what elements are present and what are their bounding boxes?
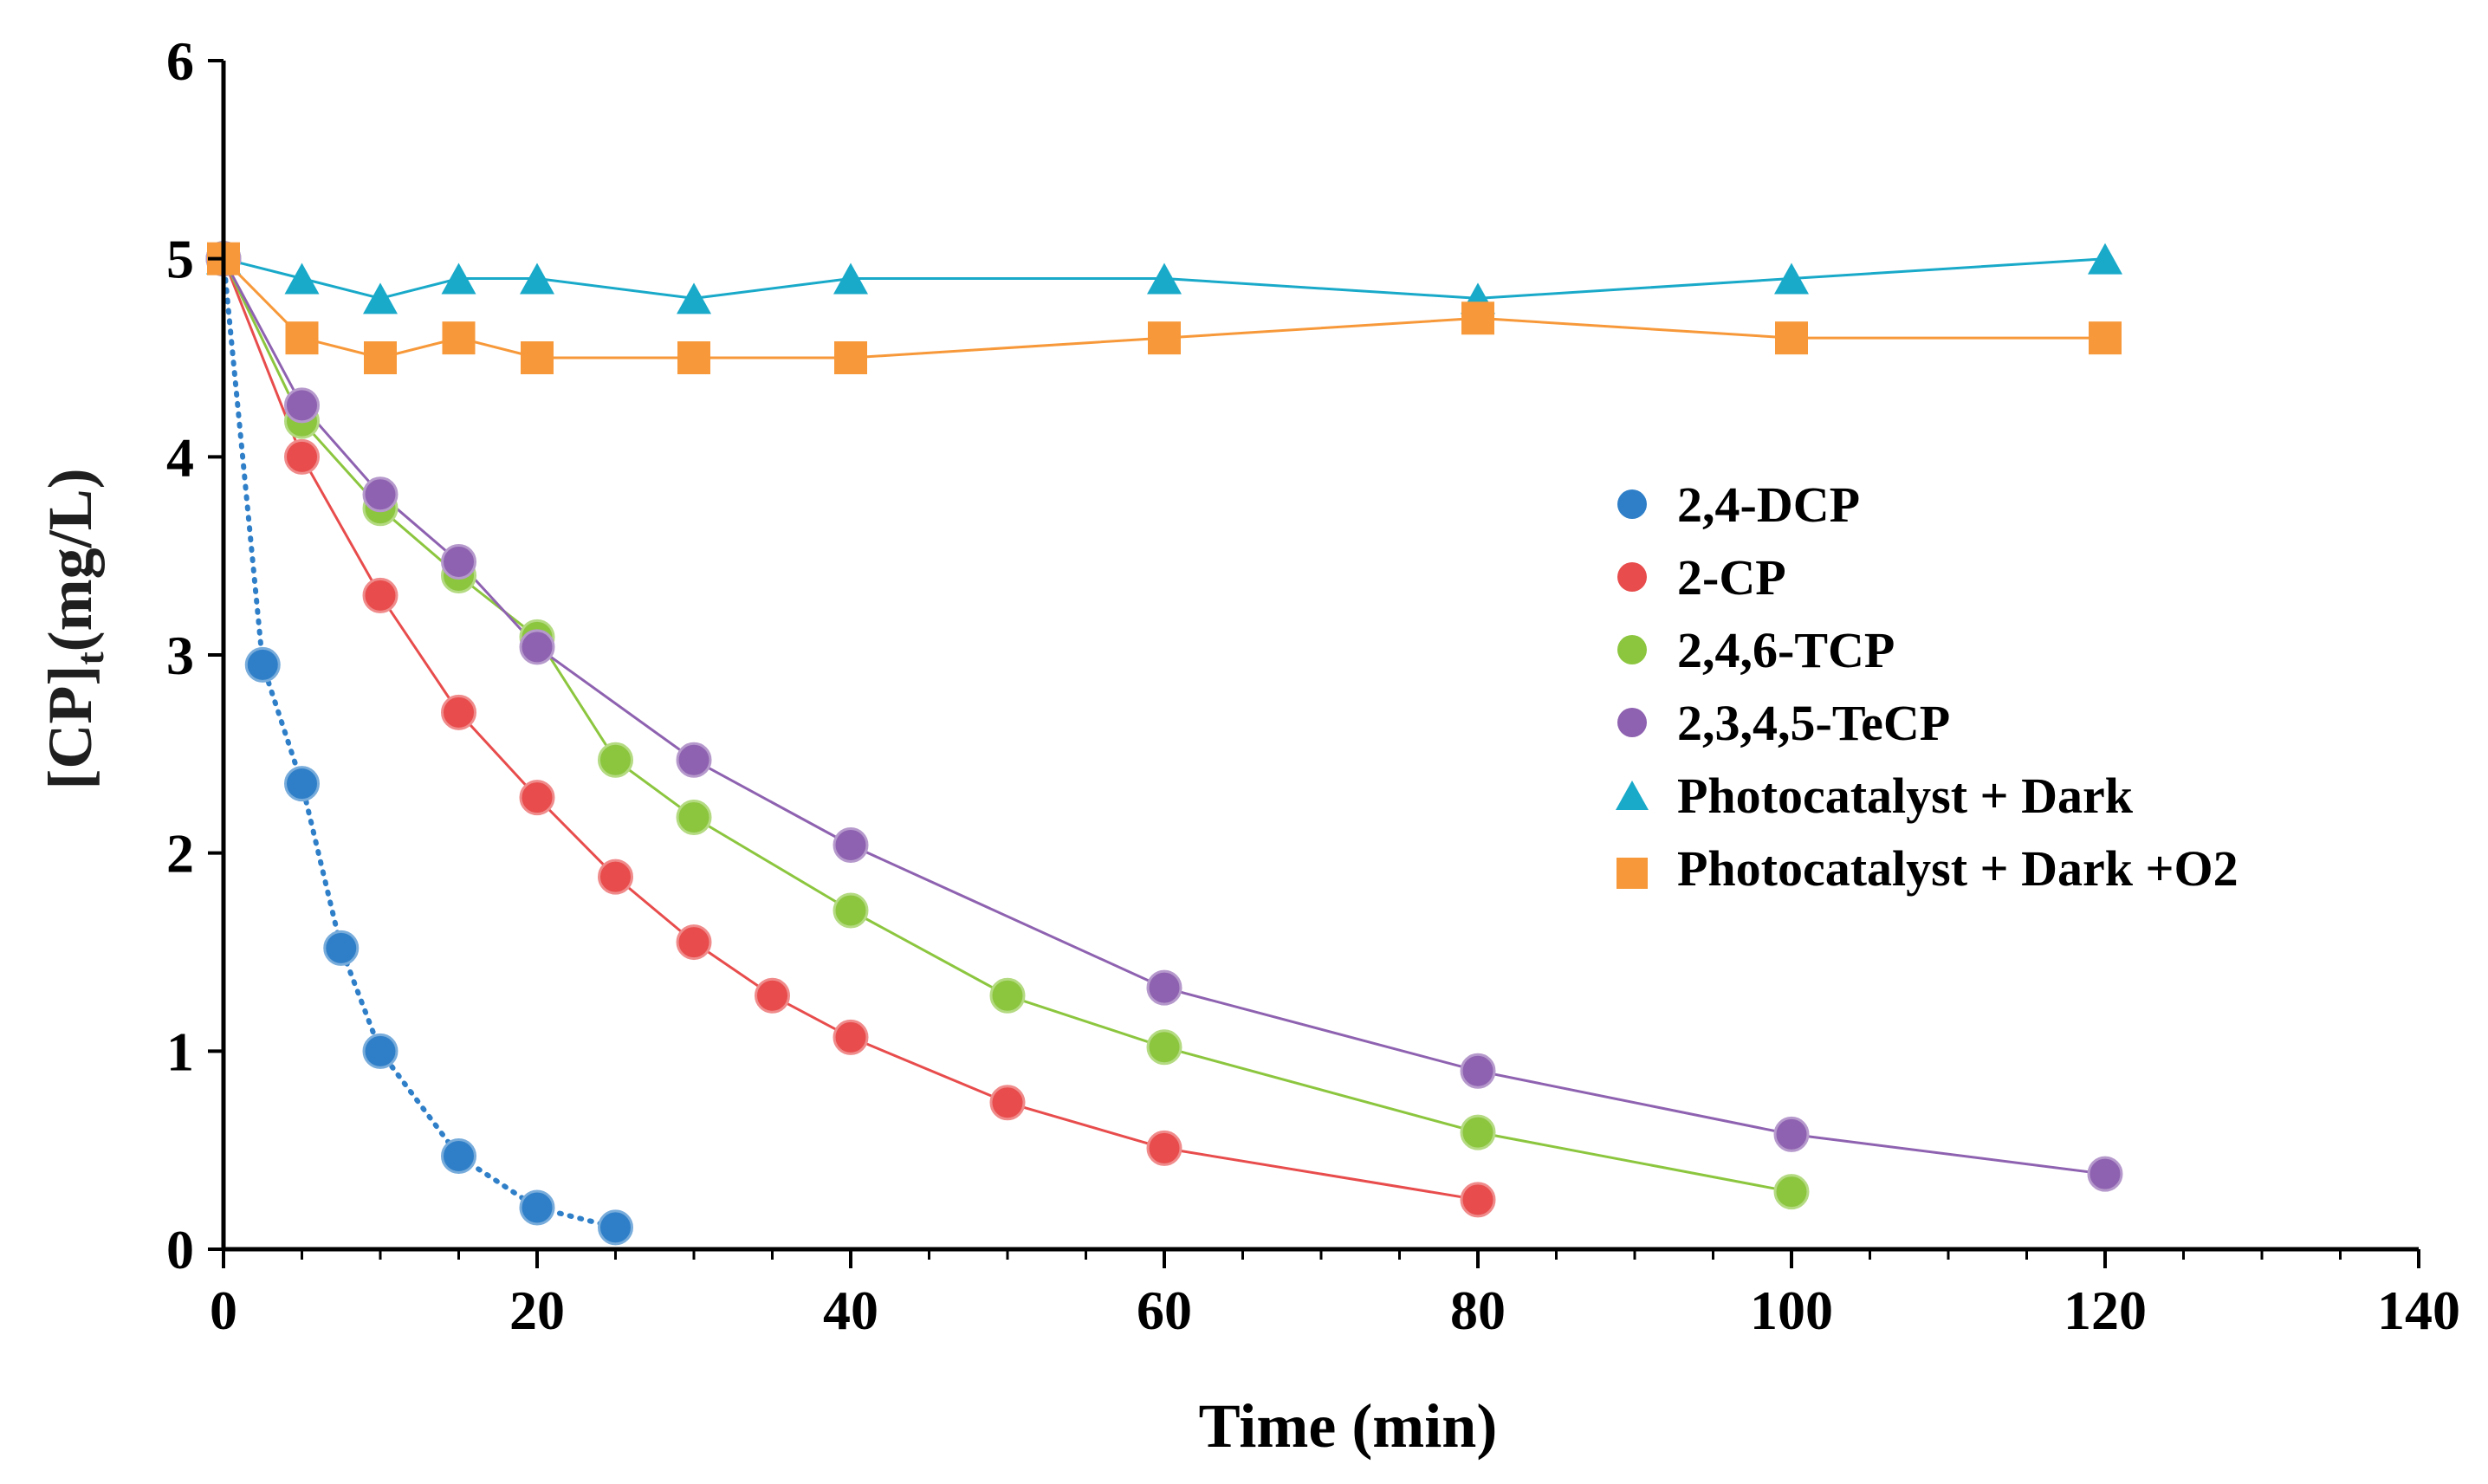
2-4-6-tcp-point (598, 742, 633, 778)
2-3-4-5-tecp-point (362, 476, 398, 513)
2-cp-point (989, 1085, 1026, 1121)
photocatalyst-dark-point (284, 262, 320, 295)
y-tick-label: 2 (166, 823, 194, 885)
x-tick-label: 120 (2064, 1280, 2147, 1341)
photocatalyst-dark-point (1774, 262, 1809, 295)
x-tick-label: 140 (2377, 1280, 2460, 1341)
2-cp-point (1146, 1130, 1182, 1166)
2-3-4-5-tecp-point (2087, 1156, 2123, 1192)
legend-marker (1617, 489, 1647, 519)
photocatalyst-dark-o2-point (677, 341, 710, 374)
photocatalyst-dark-o2-point (364, 341, 397, 374)
y-tick-label: 4 (166, 426, 194, 488)
legend-label: 2,3,4,5-TeCP (1677, 695, 1950, 751)
legend-marker (1617, 562, 1647, 592)
x-tick-label: 100 (1750, 1280, 1833, 1341)
photocatalyst-dark-o2-point (834, 341, 867, 374)
2-3-4-5-tecp-point (1773, 1116, 1810, 1152)
legend-item-2-cp: 2-CP (1617, 549, 1786, 606)
legend-label: 2,4,6-TCP (1677, 622, 1895, 678)
y-axis-title-subscript: t (68, 651, 112, 665)
2-4-dcp-point (284, 766, 320, 802)
2-cp-point (755, 977, 790, 1014)
photocatalyst-dark-point (520, 262, 554, 295)
legend-marker (1617, 635, 1647, 664)
photocatalyst-dark-point (677, 282, 711, 314)
photocatalyst-dark-point (1147, 262, 1182, 295)
data-markers (205, 241, 2123, 1246)
y-axis-title-main: [CP] (36, 665, 105, 790)
2-3-4-5-tecp-point (284, 387, 320, 424)
legend-item-2-4-6-tcp: 2,4,6-TCP (1617, 622, 1895, 678)
2-4-dcp-point (362, 1033, 398, 1069)
legend-item-photocatalyst-dark: Photocatalyst + Dark (1616, 768, 2134, 824)
2-cp-point (441, 694, 476, 730)
2-4-dcp-point (323, 930, 360, 966)
x-tick-label: 20 (509, 1280, 565, 1341)
photocatalyst-dark-o2-point (2089, 321, 2122, 355)
2-3-4-5-tecp-point (519, 629, 555, 665)
legend-item-2-3-4-5-tecp: 2,3,4,5-TeCP (1617, 695, 1950, 751)
2-cp-point (833, 1019, 869, 1055)
2-4-dcp-point (244, 646, 281, 683)
2-3-4-5-tecp-point (1460, 1053, 1496, 1089)
legend-label: Photocatalyst + Dark (1677, 768, 2134, 824)
y-tick-label: 6 (166, 30, 194, 92)
photocatalyst-dark-o2-point (521, 341, 554, 374)
x-tick-label: 60 (1137, 1280, 1192, 1341)
photocatalyst-dark-o2-point (1775, 321, 1808, 355)
2-3-4-5-tecp-point (676, 742, 712, 778)
2-3-4-5-tecp-point (833, 827, 869, 864)
legend-marker (1616, 781, 1649, 810)
2-cp-point (284, 438, 320, 475)
2-cp-line (222, 257, 1480, 1202)
2-4-dcp-point (598, 1209, 633, 1246)
photocatalyst-dark-point (363, 282, 398, 314)
y-tick-label: 3 (166, 625, 194, 686)
legend-item-photocatalyst-dark-o2: Photocatalyst + Dark +O2 (1617, 840, 2239, 897)
2-4-6-tcp-point (989, 977, 1026, 1014)
x-tick-label: 80 (1450, 1280, 1506, 1341)
y-axis-title-unit: (mg/L) (36, 468, 105, 651)
2-4-6-tcp-point (1146, 1029, 1182, 1066)
2-3-4-5-tecp-point (1146, 969, 1182, 1006)
photocatalyst-dark-point (441, 262, 476, 295)
legend: 2,4-DCP 2-CP 2,4,6-TCP 2,3,4,5-TeCP Photocat… (1616, 476, 2239, 897)
2-4-6-tcp-point (1460, 1114, 1496, 1150)
legend-label: 2-CP (1677, 549, 1786, 606)
photocatalyst-dark-o2-point (285, 321, 319, 355)
photocatalyst-dark-o2-point (1461, 301, 1494, 335)
2-cp-point (1460, 1182, 1496, 1218)
2-cp-point (519, 780, 555, 816)
2-4-6-tcp-point (676, 800, 712, 836)
legend-label: 2,4-DCP (1677, 476, 1860, 533)
x-axis-title: Time (min) (1199, 1391, 1498, 1461)
y-tick-label: 5 (166, 229, 194, 290)
2-4-6-tcp-point (1773, 1174, 1810, 1210)
legend-label: Photocatalyst + Dark +O2 (1677, 840, 2239, 897)
photocatalyst-dark-point (833, 262, 868, 295)
legend-marker (1617, 708, 1647, 737)
y-tick-label: 0 (166, 1219, 194, 1280)
x-tick-label: 40 (823, 1280, 878, 1341)
2-4-6-tcp-point (833, 892, 869, 929)
photocatalyst-dark-point (2088, 243, 2122, 275)
x-tick-label: 0 (210, 1280, 237, 1341)
axes (208, 59, 2420, 1268)
legend-item-2-4-dcp: 2,4-DCP (1617, 476, 1860, 533)
photocatalyst-dark-o2-point (442, 321, 476, 355)
2-4-dcp-point (441, 1138, 476, 1175)
2-cp-point (598, 859, 633, 895)
2-3-4-5-tecp-point (441, 544, 476, 580)
legend-marker (1617, 858, 1648, 889)
2-4-dcp-point (519, 1189, 555, 1226)
y-tick-label: 1 (166, 1021, 194, 1082)
y-axis-title: [CP]t(mg/L) (36, 468, 112, 789)
photocatalyst-dark-o2-point (1148, 321, 1181, 355)
2-cp-point (362, 577, 398, 613)
2-cp-point (676, 924, 712, 961)
